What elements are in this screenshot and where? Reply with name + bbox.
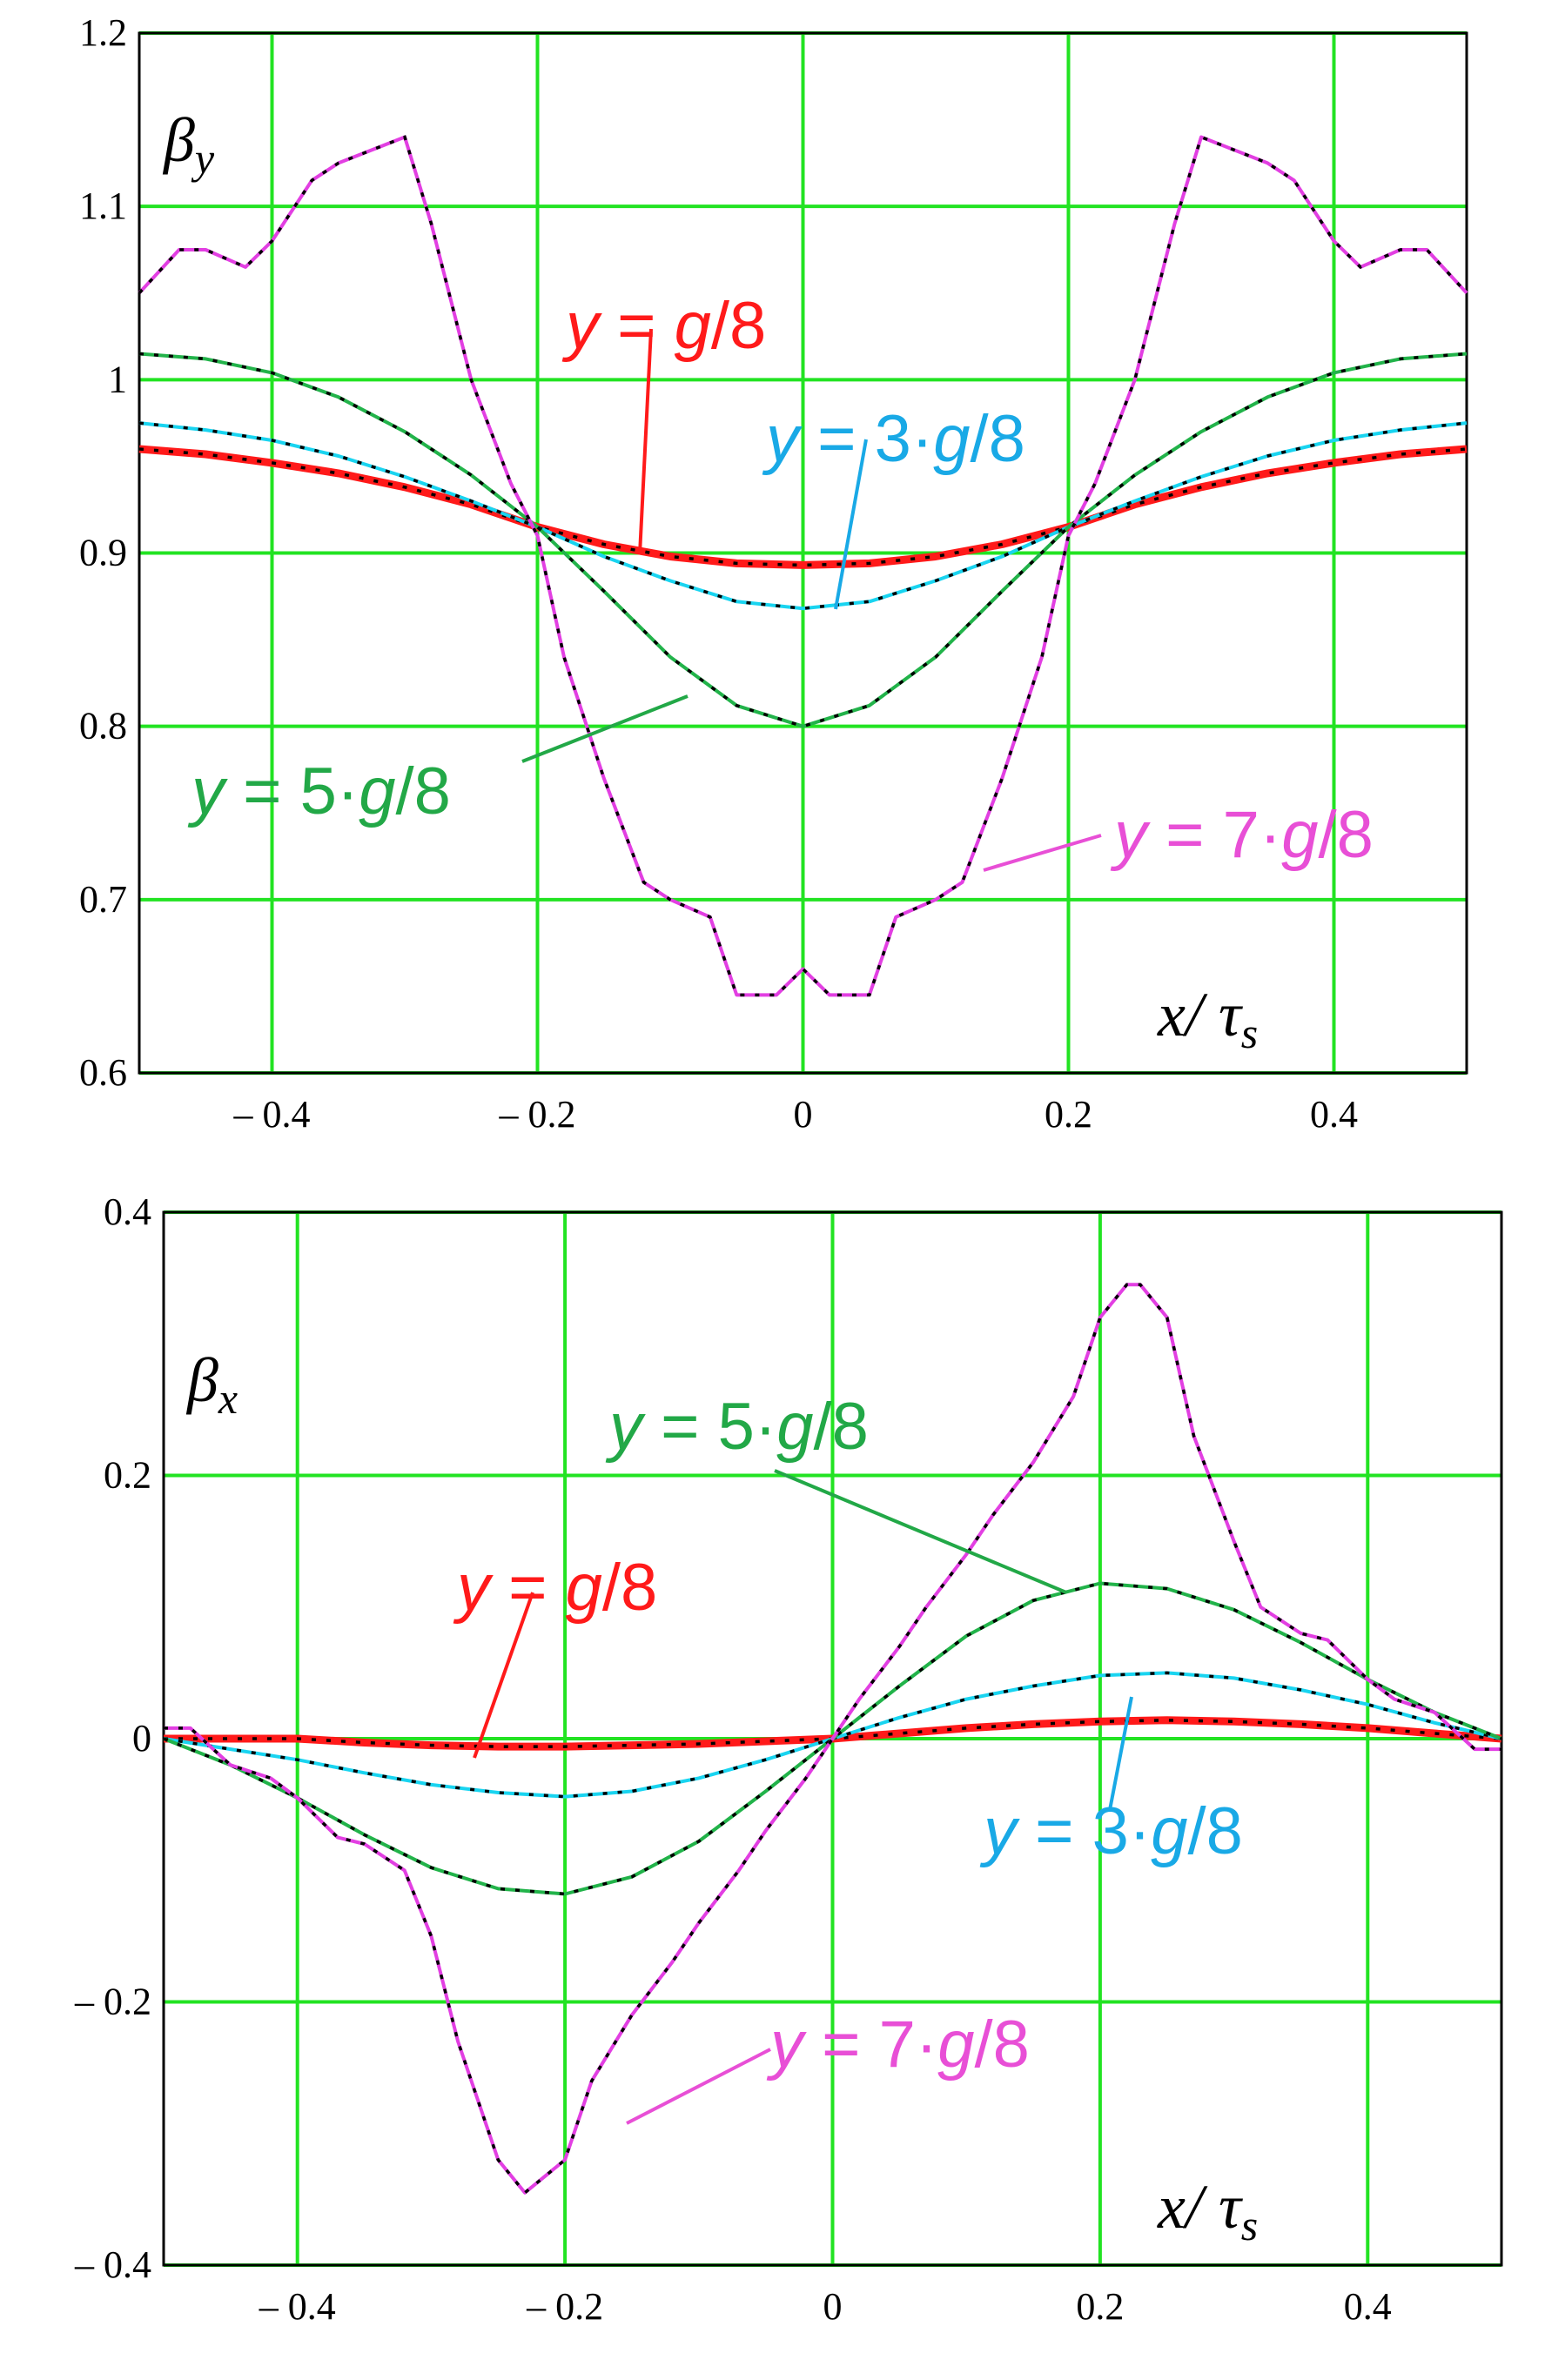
x-tick-label-0: – 0.4 [233, 1093, 311, 1136]
x-axis-subscript: s [1241, 1009, 1258, 1057]
x-tick-label-2: 0 [794, 1093, 813, 1136]
x-tick-label-1: – 0.2 [526, 2285, 603, 2328]
series-reference-dots-4 [164, 1283, 1501, 2196]
annotation-eq: = 3· [799, 402, 933, 476]
annotation-eq: = 7· [803, 2008, 937, 2082]
y-tick-label-2: 0 [132, 1717, 151, 1760]
y-tick-label-0: – 0.4 [74, 2243, 151, 2286]
y-tick-label-5: 1.1 [79, 184, 127, 227]
annotation-g: g [1281, 798, 1318, 872]
x-axis-label: x/ τs [1157, 980, 1258, 1057]
annotation-tail: /8 [711, 289, 766, 363]
y-axis-label: βx [185, 1345, 238, 1423]
x-tick-label-4: 0.4 [1310, 1093, 1358, 1136]
x-axis-subscript: s [1241, 2201, 1258, 2249]
annotation-eq: = 5· [225, 754, 359, 828]
series-reference-dots-1 [138, 447, 1468, 567]
x-axis-sep: / [1182, 2172, 1219, 2242]
annotation-leader-4 [983, 834, 1102, 872]
x-tick-label-1: – 0.2 [499, 1093, 576, 1136]
x-axis-var: x [1157, 2172, 1186, 2242]
y-tick-label-6: 1.2 [79, 11, 127, 54]
annotation-label-1: y = g/8 [453, 1551, 657, 1625]
y-tick-label-3: 0.9 [79, 532, 127, 574]
y-tick-label-1: – 0.2 [74, 1981, 151, 2023]
y-axis-subscript: x [218, 1374, 238, 1423]
x-axis-label: x/ τs [1157, 2172, 1258, 2249]
annotation-g: g [675, 289, 711, 363]
annotation-eq: = 5· [642, 1390, 776, 1464]
x-tick-label-2: 0 [823, 2285, 843, 2328]
x-axis-sep: / [1182, 980, 1219, 1049]
annotation-label-4: y = 7·g/8 [766, 2008, 1030, 2082]
annotation-var: y [187, 754, 228, 828]
annotation-leader-4 [626, 2048, 771, 2125]
annotation-tail: /8 [974, 2008, 1029, 2082]
annotation-var: y [1110, 798, 1151, 872]
y-tick-label-3: 0.2 [104, 1454, 151, 1497]
annotation-leader-2 [1108, 1696, 1133, 1811]
annotation-tail: /8 [813, 1390, 868, 1464]
series-group [138, 135, 1468, 997]
x-tick-label-0: – 0.4 [259, 2285, 336, 2328]
annotation-var: y [453, 1551, 494, 1625]
y-tick-label-2: 0.8 [79, 705, 127, 748]
annotation-label-2: y = 3·g/8 [979, 1794, 1243, 1868]
chart-panel-2: – 0.4– 0.2 0 0.2 0.4– 0.4– 0.200.20.4y = g/… [74, 1190, 1503, 2328]
series-reference-dots-2 [138, 421, 1468, 610]
annotation-label-1: y = g/8 [561, 289, 766, 363]
annotation-eq: = 3· [1017, 1794, 1151, 1868]
annotation-var: y [561, 289, 602, 363]
chart-panel-1: – 0.4 – 0.2 0 0.2 0.4 0.6 0.7 0.8 0.9 1 1.1 1.2 y = … [79, 11, 1468, 1136]
annotation-leader-3 [521, 694, 689, 763]
annotation-tail: /8 [1187, 1794, 1242, 1868]
annotation-leader-1 [638, 328, 653, 555]
x-axis-symbol: τ [1219, 980, 1243, 1049]
annotation-label-3: y = 5·g/8 [605, 1390, 869, 1464]
y-tick-label-0: 0.6 [79, 1051, 127, 1094]
annotation-var: y [766, 2008, 807, 2082]
annotation-tail: /8 [395, 754, 450, 828]
annotation-leader-1 [473, 1592, 534, 1759]
series-reference-dots-3 [138, 352, 1468, 728]
y-axis-subscript: y [191, 134, 215, 183]
annotation-var: y [979, 1794, 1020, 1868]
annotation-label-4: y = 7·g/8 [1110, 798, 1374, 872]
annotation-leader-3 [774, 1469, 1067, 1594]
annotation-tail: /8 [1318, 798, 1373, 872]
annotation-label-2: y = 3·g/8 [762, 402, 1025, 476]
plot-frame [138, 31, 1468, 1075]
annotation-eq: = 7· [1147, 798, 1281, 872]
y-axis-label: βy [162, 105, 215, 183]
annotation-g: g [566, 1551, 602, 1625]
annotation-g: g [359, 754, 395, 828]
series-group [163, 1283, 1502, 2196]
y-axis-symbol: β [162, 105, 195, 175]
annotation-label-3: y = 5·g/8 [187, 754, 451, 828]
y-tick-label-1: 0.7 [79, 878, 127, 921]
annotation-eq: = [599, 289, 675, 363]
x-axis-symbol: τ [1219, 2172, 1243, 2242]
annotation-tail: /8 [970, 402, 1024, 476]
annotation-tail: /8 [602, 1551, 657, 1625]
annotation-g: g [933, 402, 970, 476]
x-tick-label-3: 0.2 [1045, 1093, 1092, 1136]
annotation-g: g [1151, 1794, 1187, 1868]
annotation-var: y [762, 402, 803, 476]
series-reference-dots-4 [138, 135, 1468, 997]
y-tick-label-4: 1 [108, 358, 127, 400]
annotation-g: g [776, 1390, 813, 1464]
annotation-leader-2 [834, 439, 868, 610]
y-axis-symbol: β [185, 1345, 218, 1415]
annotation-g: g [937, 2008, 974, 2082]
y-tick-label-4: 0.4 [104, 1190, 151, 1233]
x-tick-label-3: 0.2 [1076, 2285, 1124, 2328]
x-axis-var: x [1157, 980, 1186, 1049]
x-tick-label-4: 0.4 [1344, 2285, 1392, 2328]
grid [139, 31, 1467, 1075]
annotation-eq: = [490, 1551, 566, 1625]
annotation-var: y [605, 1390, 646, 1464]
